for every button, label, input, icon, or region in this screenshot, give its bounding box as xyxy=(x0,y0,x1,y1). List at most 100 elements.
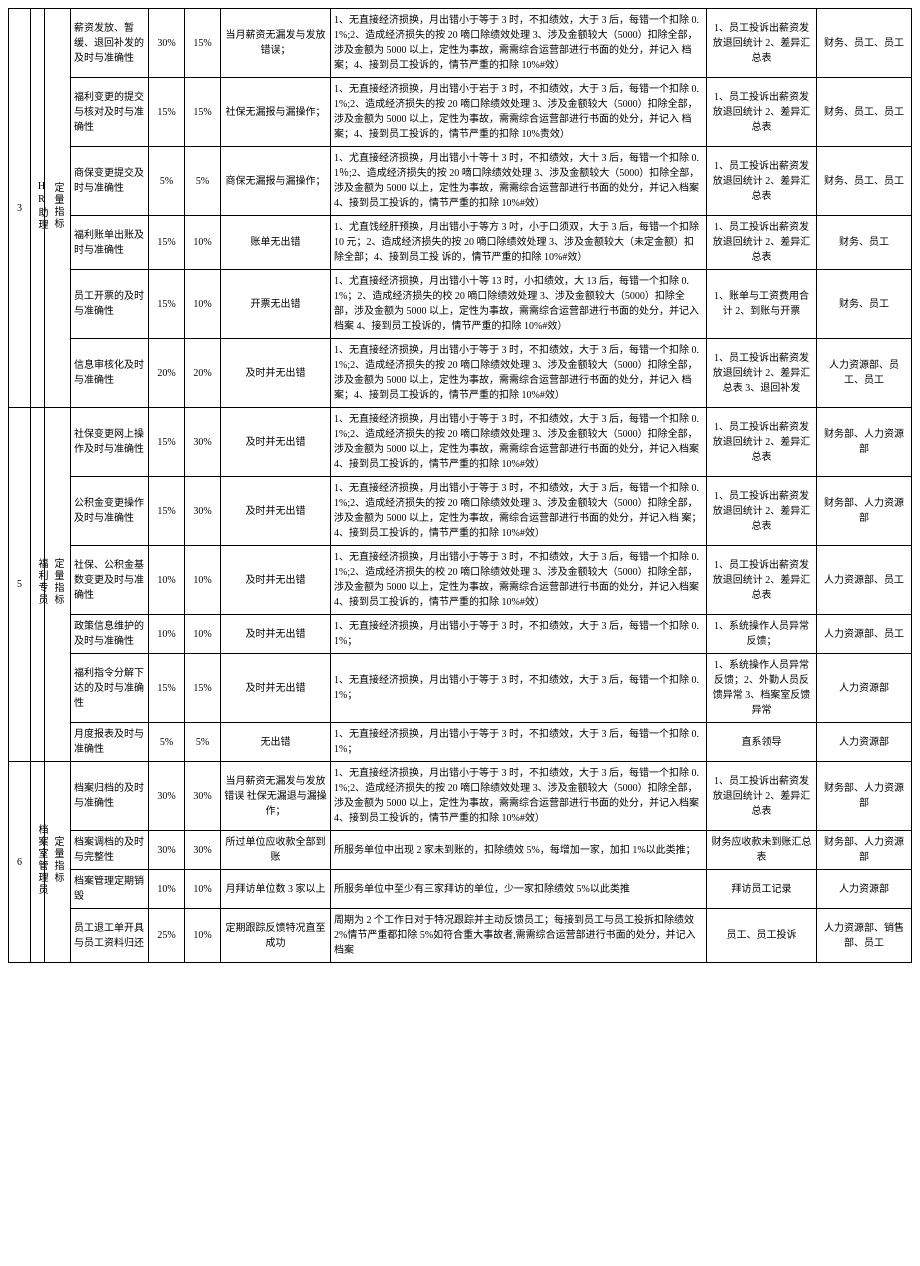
standard: 商保无漏报与漏操作； xyxy=(221,147,331,216)
weight-1: 15% xyxy=(149,408,185,477)
kpi-name: 月度报表及时与准确性 xyxy=(71,723,149,762)
kpi-name: 员工开票的及时与准确性 xyxy=(71,270,149,339)
data-source: 1、账单与工资费用合计 2、到账与开票 xyxy=(707,270,817,339)
table-row: 商保变更提交及时与准确性5%5%商保无漏报与漏操作；1、尤直接经济损换，月出错小… xyxy=(9,147,912,216)
weight-1: 5% xyxy=(149,147,185,216)
weight-2: 30% xyxy=(185,408,221,477)
rule-description: 1、无直接经济损换，月出错小于等于 3 时，不扣绩效，大于 3 后，每错一个扣除… xyxy=(331,477,707,546)
weight-1: 15% xyxy=(149,78,185,147)
table-row: 福利指令分解下达的及时与准确性15%15%及时并无出错1、无直接经济损换，月出错… xyxy=(9,654,912,723)
rule-description: 1、尤直饯经肝预换，月出错小于等方 3 吋，小于口须双，大于 3 后，每错一个扣… xyxy=(331,216,707,270)
table-row: 员工退工单开具与员工资料归还25%10%定期跟踪反馈特况直至成功周期为 2 个工… xyxy=(9,909,912,963)
rule-description: 1、无直接经济损换，月出错小于等于 3 时，不扣绩效，大于 3 后，每错一个扣除… xyxy=(331,615,707,654)
weight-1: 15% xyxy=(149,216,185,270)
standard: 及时并无出错 xyxy=(221,477,331,546)
table-row: 档案管理定期销毁10%10%月拜访单位数 3 家以上所服务单位中至少有三家拜访的… xyxy=(9,870,912,909)
data-source: 拜访员工记录 xyxy=(707,870,817,909)
kpi-table: 3HR助理定量指标薪资发放、暂缓、退回补发的及时与准确性30%15%当月薪资无漏… xyxy=(8,8,912,963)
kpi-name: 政策信息维护的及时与准确性 xyxy=(71,615,149,654)
rule-description: 所服务单位中至少有三家拜访的单位，少一家扣除绩效 5%以此类推 xyxy=(331,870,707,909)
weight-2: 10% xyxy=(185,270,221,339)
rule-description: 1、无直接经济损换，月出错小于等于 3 时，不扣绩效，大于 3 后，每错一个扣除… xyxy=(331,723,707,762)
table-row: 3HR助理定量指标薪资发放、暂缓、退回补发的及时与准确性30%15%当月薪资无漏… xyxy=(9,9,912,78)
weight-1: 15% xyxy=(149,477,185,546)
section-number: 3 xyxy=(9,9,31,408)
table-row: 福利账单出账及时与准确性15%10%账单无出错1、尤直饯经肝预换，月出错小于等方… xyxy=(9,216,912,270)
department: 财务部、人力资源部 xyxy=(817,408,912,477)
weight-1: 20% xyxy=(149,339,185,408)
weight-2: 10% xyxy=(185,909,221,963)
kpi-name: 公积金变更操作及时与准确性 xyxy=(71,477,149,546)
rule-description: 1、尤直接经济损换，月出错小十等 13 时，小扣绩效，大 13 后，每错一个扣除… xyxy=(331,270,707,339)
department: 财务、员工、员工 xyxy=(817,78,912,147)
table-row: 月度报表及时与准确性5%5%无出错1、无直接经济损换，月出错小于等于 3 时，不… xyxy=(9,723,912,762)
weight-1: 30% xyxy=(149,831,185,870)
table-row: 员工开票的及时与准确性15%10%开票无出错1、尤直接经济损换，月出错小十等 1… xyxy=(9,270,912,339)
department: 财务、员工、员工 xyxy=(817,147,912,216)
standard: 当月薪资无漏发与发放错误 社保无漏退与漏操作； xyxy=(221,762,331,831)
standard: 社保无漏报与漏操作； xyxy=(221,78,331,147)
department: 人力资源部、员工、员工 xyxy=(817,339,912,408)
table-row: 6档案室管理员定量指标档案归档的及时与准确性30%30%当月薪资无漏发与发放错误… xyxy=(9,762,912,831)
weight-2: 5% xyxy=(185,723,221,762)
department: 人力资源部、销售部、员工 xyxy=(817,909,912,963)
weight-1: 5% xyxy=(149,723,185,762)
data-source: 1、员工投诉出薪资发放退回统计 2、差异汇总表 xyxy=(707,762,817,831)
standard: 及时并无出错 xyxy=(221,546,331,615)
data-source: 1、系统操作人员异常反馈； xyxy=(707,615,817,654)
data-source: 1、系统操作人员异常反馈；2、外勤人员反馈异常 3、档案室反馈异常 xyxy=(707,654,817,723)
weight-2: 15% xyxy=(185,9,221,78)
standard: 及时并无出错 xyxy=(221,339,331,408)
data-source: 1、员工投诉出薪资发放退回统计 2、差异汇总表 3、退回补发 xyxy=(707,339,817,408)
standard: 定期跟踪反馈特况直至成功 xyxy=(221,909,331,963)
rule-description: 1、无直接经济损换，月出错小于等于 3 时，不扣绩效，大于 3 后，每错一个扣除… xyxy=(331,654,707,723)
rule-description: 所服务单位中出现 2 家未到账的，扣除绩效 5%，每增加一家，加扣 1%以此类推… xyxy=(331,831,707,870)
kpi-name: 员工退工单开具与员工资料归还 xyxy=(71,909,149,963)
standard: 所过单位应收款全部到账 xyxy=(221,831,331,870)
department: 人力资源部 xyxy=(817,723,912,762)
weight-2: 5% xyxy=(185,147,221,216)
rule-description: 1、无直接经济损换，月出错小于等于 3 时，不扣绩效，大于 3 后，每错一个扣除… xyxy=(331,9,707,78)
weight-2: 20% xyxy=(185,339,221,408)
table-row: 公积金变更操作及时与准确性15%30%及时并无出错1、无直接经济损换，月出错小于… xyxy=(9,477,912,546)
data-source: 1、员工投诉出薪资发放退回统计 2、差异汇总表 xyxy=(707,78,817,147)
weight-1: 10% xyxy=(149,546,185,615)
data-source: 1、员工投诉出薪资发放退回统计 2、差异汇总表 xyxy=(707,546,817,615)
department: 财务部、人力资源部 xyxy=(817,831,912,870)
kpi-name: 福利账单出账及时与准确性 xyxy=(71,216,149,270)
data-source: 1、员工投诉出薪资发放退回统计 2、差异汇总表 xyxy=(707,9,817,78)
data-source: 1、员工投诉出薪资发放退回统计 2、差异汇总表 xyxy=(707,408,817,477)
data-source: 财务应收款未到账汇总表 xyxy=(707,831,817,870)
kpi-name: 商保变更提交及时与准确性 xyxy=(71,147,149,216)
weight-2: 10% xyxy=(185,870,221,909)
weight-2: 10% xyxy=(185,546,221,615)
weight-1: 30% xyxy=(149,762,185,831)
department: 人力资源部、员工 xyxy=(817,615,912,654)
table-row: 5福利专员定量指标社保变更网上操作及时与准确性15%30%及时并无出错1、无直接… xyxy=(9,408,912,477)
table-row: 福利变更的提交与核对及时与准确性15%15%社保无漏报与漏操作；1、无直接经济损… xyxy=(9,78,912,147)
rule-description: 周期为 2 个工作日对于特况跟踪并主动反馈员工；每接到员工与员工投拆扣除绩效 2… xyxy=(331,909,707,963)
role-name: 福利专员 xyxy=(31,408,45,762)
kpi-name: 薪资发放、暂缓、退回补发的及时与准确性 xyxy=(71,9,149,78)
table-row: 社保、公积金基数变更及时与准确性10%10%及时并无出错1、无直接经济损换，月出… xyxy=(9,546,912,615)
standard: 及时并无出错 xyxy=(221,654,331,723)
standard: 及时并无出错 xyxy=(221,408,331,477)
weight-2: 10% xyxy=(185,615,221,654)
department: 财务、员工 xyxy=(817,270,912,339)
department: 财务部、人力资源部 xyxy=(817,477,912,546)
weight-1: 15% xyxy=(149,654,185,723)
department: 人力资源部 xyxy=(817,870,912,909)
rule-description: 1、无直接经济损换，月出错小于等于 3 时，不扣绩效，大于 3 后，每错一个扣除… xyxy=(331,339,707,408)
kpi-name: 信息审核化及时与准确性 xyxy=(71,339,149,408)
department: 财务、员工、员工 xyxy=(817,9,912,78)
weight-2: 10% xyxy=(185,216,221,270)
weight-1: 10% xyxy=(149,870,185,909)
data-source: 1、员工投诉出薪资发放退回统计 2、差异汇总表 xyxy=(707,477,817,546)
weight-2: 30% xyxy=(185,477,221,546)
rule-description: 1、无直接经济损换，月出错小于等于 3 时，不扣绩效，大于 3 后，每错一个扣除… xyxy=(331,408,707,477)
data-source: 1、员工投诉出薪资发放退回统计 2、差异汇总表 xyxy=(707,147,817,216)
rule-description: 1、无直接经济损换，月出错小于等于 3 时，不扣绩效，大于 3 后，每错一个扣除… xyxy=(331,546,707,615)
table-row: 信息审核化及时与准确性20%20%及时并无出错1、无直接经济损换，月出错小于等于… xyxy=(9,339,912,408)
data-source: 员工、员工投诉 xyxy=(707,909,817,963)
weight-1: 15% xyxy=(149,270,185,339)
